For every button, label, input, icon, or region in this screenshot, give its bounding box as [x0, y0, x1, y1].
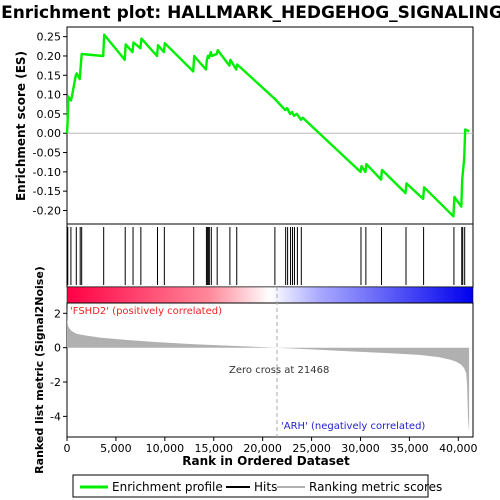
legend-box	[72, 474, 429, 498]
es-y-tick-label: 0.05	[37, 108, 62, 121]
es-y-tick-label: 0.00	[37, 127, 62, 140]
zero-cross-label: Zero cross at 21468	[229, 365, 329, 376]
es-y-tick-label: 0.15	[37, 69, 62, 82]
x-tick-label: 0	[64, 442, 71, 455]
x-tick-label: 25,000	[292, 442, 331, 455]
x-tick-label: 35,000	[390, 442, 429, 455]
es-y-tick-label: 0.25	[37, 31, 62, 44]
es-panel-frame	[66, 26, 474, 225]
es-y-tick-label: -0.10	[33, 166, 61, 179]
x-tick-label: 15,000	[194, 442, 233, 455]
metric-y-tick-label: -2	[50, 376, 61, 389]
x-tick-label: 10,000	[146, 442, 185, 455]
positive-correlation-label: 'FSHD2' (positively correlated)	[70, 306, 222, 317]
es-y-tick-label: 0.20	[37, 50, 62, 63]
legend-enrichment-label: Enrichment profile	[112, 480, 223, 494]
metric-y-axis-label: Ranked list metric (Signal2Noise)	[33, 266, 46, 474]
metric-panel-frame	[66, 302, 474, 438]
negative-correlation-label: 'ARH' (negatively correlated)	[281, 421, 425, 432]
legend-hits-label: Hits	[254, 480, 277, 494]
x-axis-label: Rank in Ordered Dataset	[182, 454, 350, 468]
es-y-tick-label: -0.05	[33, 147, 61, 160]
es-y-axis-label: Enrichment score (ES)	[14, 51, 28, 201]
enrichment-profile-line	[65, 33, 470, 218]
x-tick-label: 20,000	[243, 442, 282, 455]
legend-ranking-label: Ranking metric scores	[309, 480, 442, 494]
chart-title: Enrichment plot: HALLMARK_HEDGEHOG_SIGNA…	[1, 3, 500, 23]
x-ticks: 0 5,000 10,000 15,000 20,000 25,000 30,000 35,0…	[64, 437, 478, 455]
metric-y-tick-label: 2	[54, 307, 61, 320]
hits-panel-frame	[66, 223, 474, 288]
x-tick-label: 30,000	[341, 442, 380, 455]
es-y-tick-label: -0.20	[33, 204, 61, 217]
hit-markers	[67, 227, 466, 285]
metric-y-tick-label: -4	[50, 410, 61, 423]
metric-y-ticks: -4 -2 0 2	[50, 307, 67, 423]
x-tick-label: 5,000	[100, 442, 132, 455]
metric-y-tick-label: 0	[54, 342, 61, 355]
es-y-ticks: -0.20 -0.15 -0.10 -0.05 0.00 0.05 0.10 0.15 0.20…	[33, 31, 67, 217]
es-y-tick-label: 0.10	[37, 89, 62, 102]
es-y-tick-label: -0.15	[33, 185, 61, 198]
rank-color-bar	[66, 286, 474, 304]
x-tick-label: 40,000	[439, 442, 478, 455]
